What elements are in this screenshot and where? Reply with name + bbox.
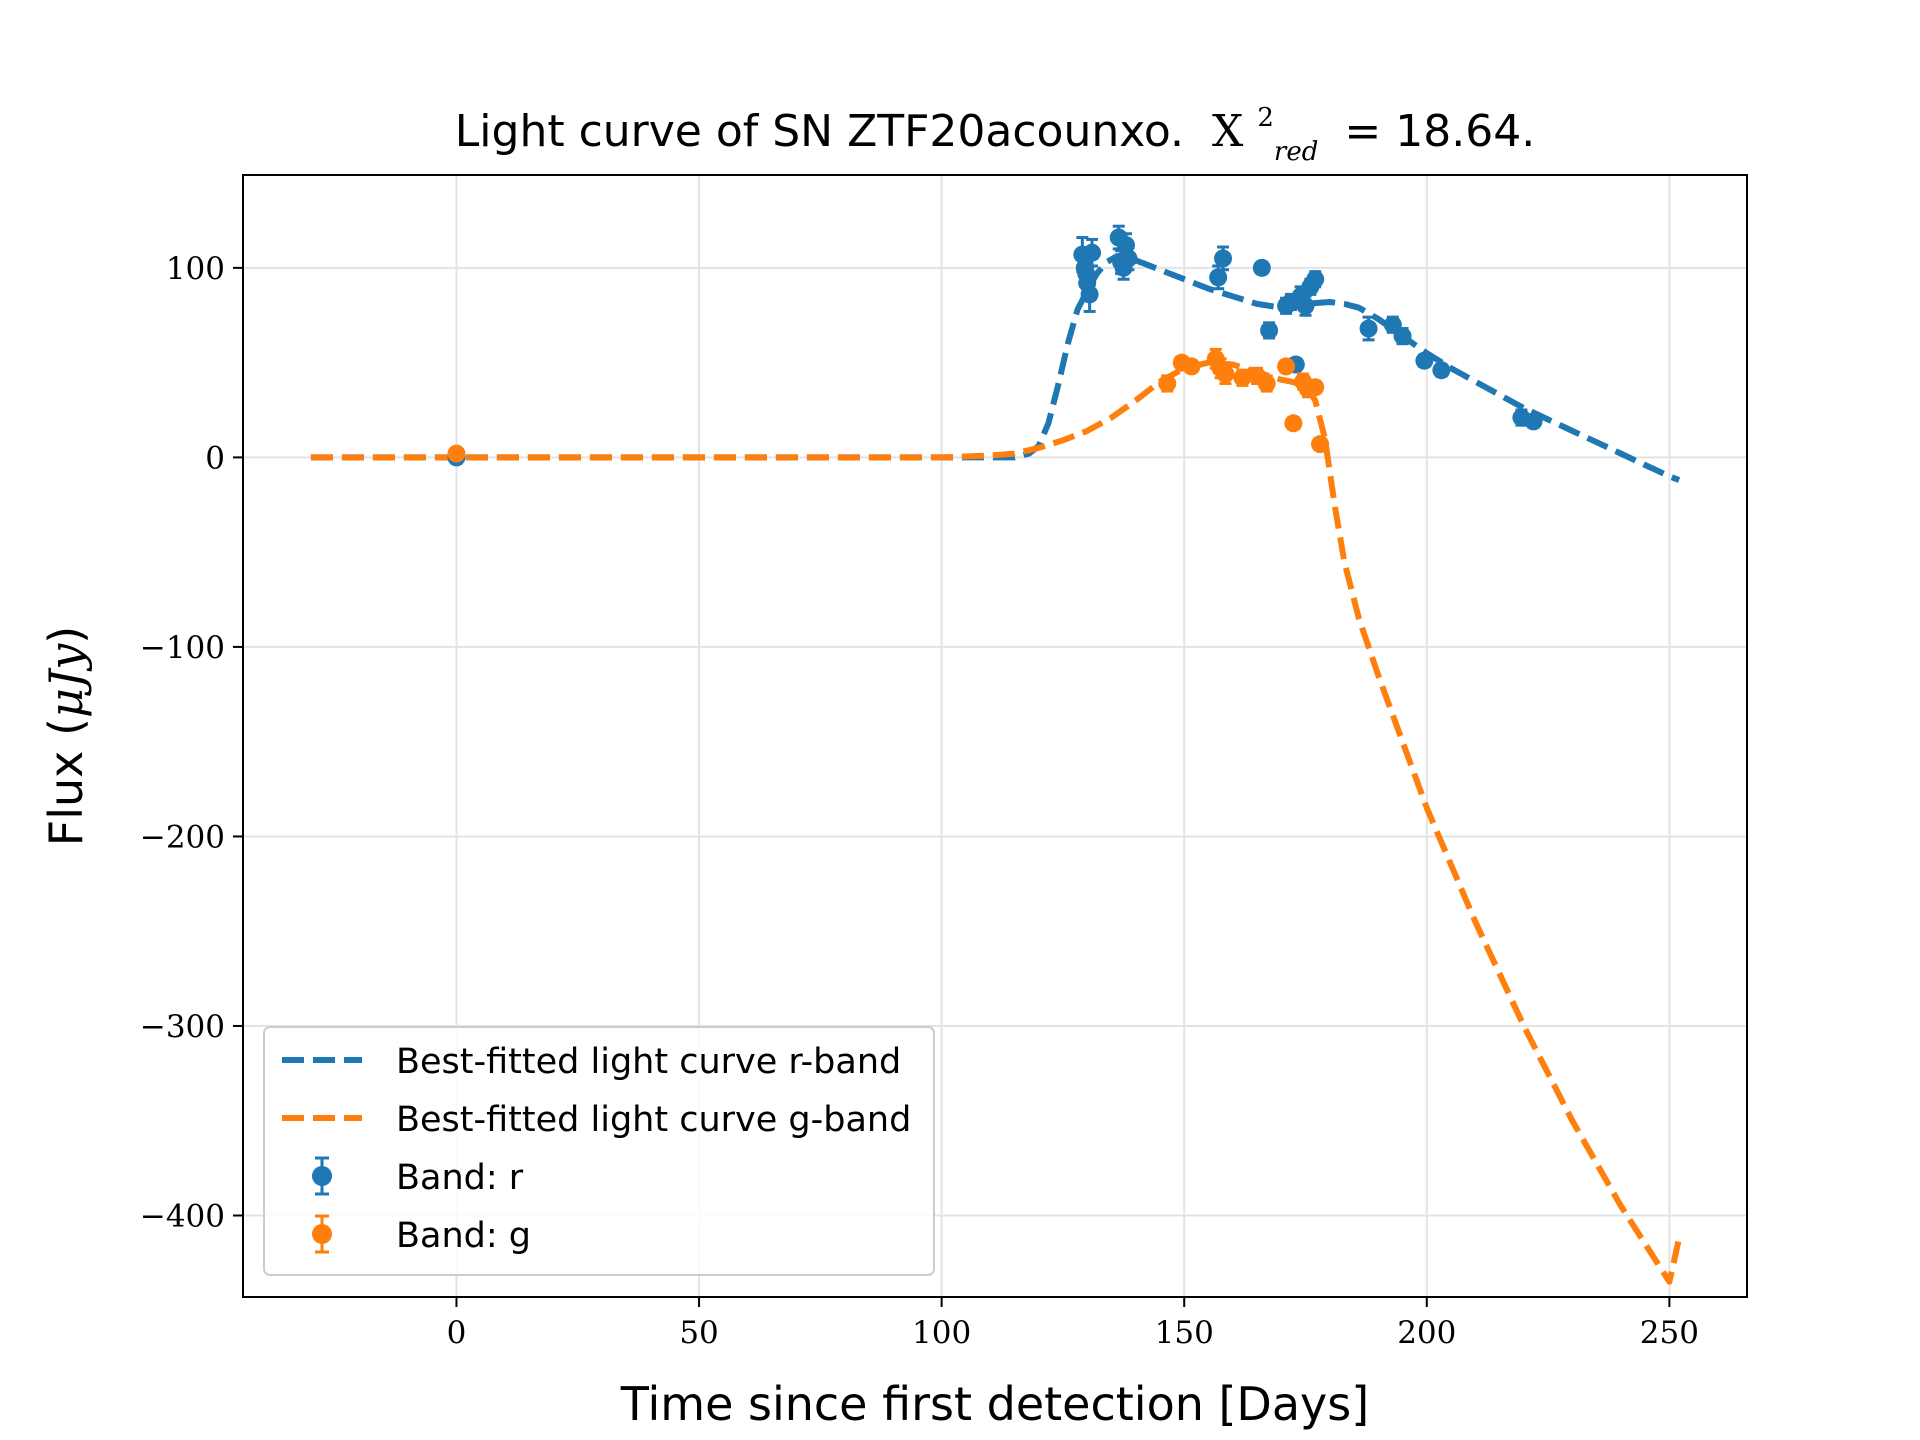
y-tick-label: −400 [140, 1199, 225, 1235]
x-tick-label: 50 [679, 1315, 718, 1351]
fit-curve-g [310, 359, 1683, 1285]
x-tick-label: 100 [912, 1315, 971, 1351]
marker-r [1209, 268, 1228, 287]
data-point-g [1311, 435, 1330, 454]
marker-r [1306, 270, 1325, 289]
x-tick-label: 250 [1640, 1315, 1699, 1351]
marker-r [1432, 361, 1451, 380]
legend-swatch-r-points [312, 1156, 332, 1196]
y-axis-label-unit: μJy [39, 643, 93, 718]
marker-r [1083, 243, 1102, 262]
marker-r [1260, 321, 1279, 340]
chart-title-symbol: X [1212, 106, 1244, 157]
plot-frame [242, 174, 1748, 1298]
data-point-r [1393, 327, 1412, 346]
x-axis-label: Time since first detection [Days] [620, 1377, 1369, 1431]
data-point-g [1216, 363, 1235, 385]
marker-r [1296, 296, 1315, 315]
data-point-r [1306, 270, 1325, 289]
chart-title-suffix: = 18.64. [1344, 106, 1535, 157]
data-point-r [1415, 351, 1434, 370]
data-point-r [1260, 321, 1279, 340]
fit-curve-r [310, 251, 1681, 483]
legend: Best-fitted light curve r-band Best-fitt… [263, 1026, 935, 1276]
legend-label-g-fit: Best-fitted light curve g-band [396, 1100, 911, 1140]
marker-g [1257, 374, 1276, 393]
data-point-g [1182, 357, 1201, 376]
y-axis-label: Flux (μJy) [39, 626, 93, 846]
marker-r [1080, 285, 1099, 304]
data-point-g [1233, 368, 1252, 387]
chart-title-subscript: red [1274, 137, 1318, 167]
marker-g [1306, 378, 1325, 397]
legend-label-r-points: Band: r [396, 1158, 524, 1198]
y-tick-label: −300 [140, 1009, 225, 1045]
legend-swatch-g-points [312, 1214, 332, 1254]
marker-r [1077, 264, 1096, 283]
y-tick-label: 0 [205, 440, 225, 476]
fit-curves [310, 251, 1683, 1285]
axis-ticks: 0 50 100 150 200 250 100 0 −100 −200 −300 −400 [140, 251, 1699, 1351]
data-point-r [1359, 315, 1378, 342]
marker-r [1359, 319, 1378, 338]
marker-r [1119, 249, 1138, 268]
marker-g [1233, 368, 1252, 387]
marker-r [1252, 258, 1271, 277]
marker-r [1524, 412, 1543, 431]
marker-g [1311, 435, 1330, 454]
chart-title: Light curve of SN ZTF20acounxo. X 2 red … [455, 86, 1535, 171]
data-point-g [1284, 414, 1303, 433]
data-points [447, 224, 1543, 467]
y-axis-label-suffix: ) [39, 626, 93, 644]
data-point-r [1524, 412, 1543, 431]
data-point-g [1158, 374, 1177, 393]
legend-label-r-fit: Best-fitted light curve r-band [396, 1042, 901, 1082]
y-tick-label: −100 [140, 630, 225, 666]
marker-g [1284, 414, 1303, 433]
x-tick-label: 150 [1155, 1315, 1214, 1351]
data-point-g [1277, 357, 1296, 376]
data-point-r [1119, 245, 1138, 272]
data-point-r [1214, 245, 1233, 272]
marker-g [1216, 365, 1235, 384]
marker-g [1158, 374, 1177, 393]
x-tick-label: 0 [447, 1315, 467, 1351]
data-point-r [1252, 258, 1271, 277]
y-tick-label: −200 [140, 819, 225, 855]
y-tick-label: 100 [166, 251, 225, 287]
data-point-r [1077, 258, 1096, 289]
data-point-r [1116, 232, 1135, 258]
legend-box [263, 1026, 935, 1276]
chart-title-superscript: 2 [1257, 103, 1274, 133]
marker-g [1277, 357, 1296, 376]
marker-r [1116, 236, 1135, 255]
marker-r [1214, 249, 1233, 268]
x-tick-label: 200 [1397, 1315, 1456, 1351]
marker-r [1415, 351, 1434, 370]
chart-title-prefix: Light curve of SN ZTF20acounxo. [455, 106, 1184, 157]
data-point-g [1257, 374, 1276, 393]
marker-g [1182, 357, 1201, 376]
marker-r [1393, 327, 1412, 346]
data-point-r [1296, 294, 1315, 317]
data-point-g [447, 444, 466, 463]
marker-g [447, 444, 466, 463]
y-axis-label-prefix: Flux ( [39, 718, 93, 846]
data-point-g [1306, 378, 1325, 397]
data-point-r [1432, 361, 1451, 380]
legend-label-g-points: Band: g [396, 1216, 531, 1256]
